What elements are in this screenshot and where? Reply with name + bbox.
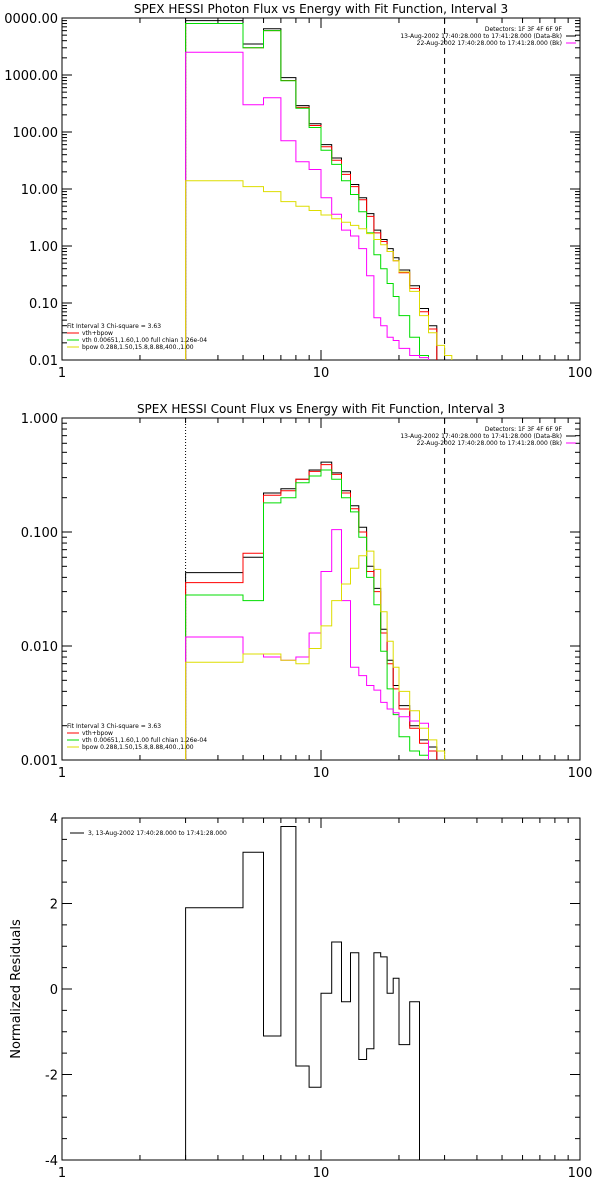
series-group — [185, 461, 446, 760]
y-tick-label: 1.00 — [29, 240, 58, 255]
x-tick-label: 10 — [313, 1166, 330, 1181]
y-axis-label: Normalized Residuals — [9, 919, 24, 1059]
y-tick-label: 100.00 — [13, 126, 59, 141]
x-tick-label: 1 — [58, 1166, 66, 1181]
y-tick-label: 2 — [50, 898, 58, 913]
x-axis: 1 10 100 — [58, 818, 593, 1181]
legend-entry: vth 0.00651,1.60,1.00 full chian 1.26e-0… — [82, 337, 207, 344]
chart-panel-2: SPEX HESSI Count Flux vs Energy with Fit… — [21, 402, 593, 781]
y-tick-label: 0.001 — [21, 754, 58, 769]
series-bpow-line — [185, 180, 453, 360]
legend-entry: Fit Interval 3 Chi-square = 3.63 — [67, 723, 161, 730]
legend-entry: bpow 0.288,1.50,15.8,8.88,400.,1.00 — [82, 344, 194, 351]
series-bk-line — [185, 51, 429, 360]
series-obs-line — [185, 826, 420, 1160]
legend-entry: vth+bpow — [82, 330, 113, 337]
x-tick-label: 1 — [58, 766, 66, 781]
y-tick-label: 0.01 — [29, 354, 58, 369]
y-axis: -4 -2 0 2 4 — [45, 812, 580, 1169]
y-tick-label: 0.100 — [21, 526, 58, 541]
series-group — [185, 826, 420, 1160]
annotation-line: 22-Aug-2002 17:40:28.000 to 17:41:28.000… — [417, 40, 562, 47]
y-tick-label: 0.10 — [29, 297, 58, 312]
legend-entry: 3, 13-Aug-2002 17:40:28.000 to 17:41:28.… — [88, 830, 227, 837]
x-tick-label: 100 — [568, 366, 593, 381]
y-axis: 0.001 0.010 0.100 1.000 — [21, 412, 580, 769]
annotation-line: Detectors: 1F 3F 4F 6F 9F — [485, 26, 563, 33]
chart-panel-1: SPEX HESSI Photon Flux vs Energy with Fi… — [4, 2, 592, 381]
series-obs-line — [185, 20, 438, 360]
legend-entry: vth+bpow — [82, 730, 113, 737]
series-bk-line — [185, 529, 429, 760]
y-tick-label: 0000.00 — [4, 12, 58, 27]
x-tick-label: 100 — [568, 766, 593, 781]
annotation-line: 13-Aug-2002 17:40:28.000 to 17:41:28.000… — [400, 33, 562, 40]
y-tick-label: 0 — [50, 983, 58, 998]
legend-entry: Fit Interval 3 Chi-square = 3.63 — [67, 323, 161, 330]
y-tick-label: 1000.00 — [4, 69, 58, 84]
chart-title: SPEX HESSI Count Flux vs Energy with Fit… — [137, 402, 505, 416]
chart-panel-3: Normalized Residuals 1 10 100 -4 -2 0 2 4 3, 13-A… — [9, 812, 592, 1181]
annotation-line: 13-Aug-2002 17:40:28.000 to 17:41:28.000… — [400, 433, 562, 440]
chart-title: SPEX HESSI Photon Flux vs Energy with Fi… — [134, 2, 508, 16]
legend-entry: bpow 0.288,1.50,15.8,8.88,400.,1.00 — [82, 744, 194, 751]
x-axis: 1 10 100 — [58, 418, 593, 781]
series-bpow-line — [185, 550, 446, 760]
series-vth-line — [185, 469, 429, 760]
series-vth-line — [185, 23, 429, 360]
y-axis: 0.01 0.10 1.00 10.00 100.00 1000.00 0000.00 — [4, 12, 580, 369]
y-tick-label: 4 — [50, 812, 58, 827]
series-group — [185, 20, 453, 360]
annotation-line: Detectors: 1F 3F 4F 6F 9F — [485, 426, 563, 433]
x-tick-label: 100 — [568, 1166, 593, 1181]
x-tick-label: 1 — [58, 366, 66, 381]
y-tick-label: -4 — [45, 1154, 58, 1169]
y-tick-label: -2 — [45, 1069, 58, 1084]
x-tick-label: 10 — [313, 366, 330, 381]
x-tick-label: 10 — [313, 766, 330, 781]
y-tick-label: 10.00 — [21, 183, 58, 198]
plot-frame — [61, 817, 581, 1161]
y-tick-label: 0.010 — [21, 640, 58, 655]
y-tick-label: 1.000 — [21, 412, 58, 427]
legend-entry: vth 0.00651,1.60,1.00 full chian 1.26e-0… — [82, 737, 207, 744]
annotation-line: 22-Aug-2002 17:40:28.000 to 17:41:28.000… — [417, 440, 562, 447]
